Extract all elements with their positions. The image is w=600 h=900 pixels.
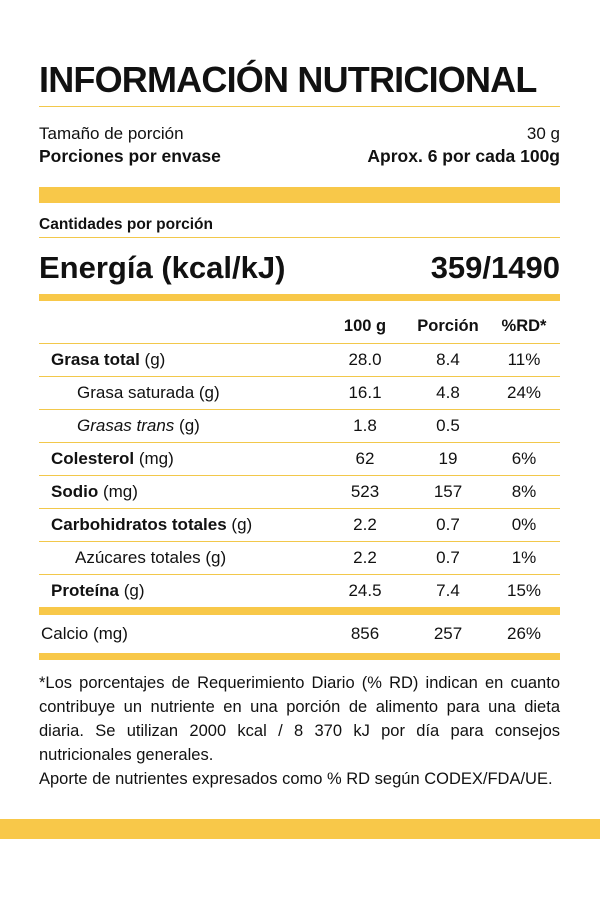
value-per-100g: 16.1 — [322, 376, 408, 410]
nutrient-table-header: 100 g Porción %RD* — [39, 310, 560, 344]
value-per-100g: 1.8 — [322, 409, 408, 443]
header-daily-value: %RD* — [501, 317, 547, 335]
header-nutrient — [39, 310, 322, 344]
nutrient-name: Colesterol (mg) — [39, 442, 322, 476]
servings-per-container-value: Aprox. 6 por cada 100g — [367, 146, 560, 166]
value-per-100g: 2.2 — [322, 508, 408, 542]
serving-size-label: Tamaño de porción — [39, 124, 184, 143]
serving-size-row: Tamaño de porción 30 g — [39, 122, 560, 145]
nutrient-name: Carbohidratos totales (g) — [39, 508, 322, 542]
nutrient-unit: (g) — [119, 581, 145, 600]
header-per-portion: Porción — [417, 317, 479, 335]
nutrient-name-italic: Grasas trans — [77, 416, 175, 435]
nutrient-name-bold: Colesterol — [51, 449, 135, 468]
nutrient-name-bold: Proteína — [51, 581, 120, 600]
section-divider-band — [39, 187, 560, 203]
serving-info: Tamaño de porción 30 g Porciones por env… — [39, 122, 560, 168]
nutrient-name: Grasas trans (g) — [39, 409, 322, 443]
value-per-100g: 523 — [322, 475, 408, 509]
value-daily: 15% — [488, 574, 560, 607]
value-daily: 8% — [488, 475, 560, 509]
value-per-portion: 0.7 — [408, 541, 488, 575]
nutrient-name: Grasa total (g) — [39, 343, 322, 377]
value-per-portion: 8.4 — [408, 343, 488, 377]
serving-size-value: 30 g — [526, 124, 560, 143]
table-row-sugars: Azúcares totales (g) 2.2 0.7 1% — [39, 541, 560, 575]
footnote-source-note: Aporte de nutrientes expresados como % R… — [39, 770, 553, 788]
table-row-trans-fat: Grasas trans (g) 1.8 0.5 — [39, 409, 560, 443]
table-row-cholesterol: Colesterol (mg) 62 19 6% — [39, 442, 560, 476]
value-per-100g: 2.2 — [322, 541, 408, 575]
value-daily: 11% — [488, 343, 560, 377]
value-daily: 1% — [488, 541, 560, 575]
nutrient-unit: (mg) — [134, 449, 174, 468]
table-row-fat-total: Grasa total (g) 28.0 8.4 11% — [39, 343, 560, 377]
servings-per-container-label: Porciones por envase — [39, 146, 221, 166]
table-row-sodium: Sodio (mg) 523 157 8% — [39, 475, 560, 509]
header-per-100g: 100 g — [343, 317, 387, 335]
footnote-daily-value-note: *Los porcentajes de Requerimiento Diario… — [39, 674, 560, 764]
nutrition-facts-panel: INFORMACIÓN NUTRICIONAL Tamaño de porció… — [39, 58, 560, 791]
energy-label: Energía (kcal/kJ) — [39, 250, 286, 285]
value-per-100g: 24.5 — [322, 574, 408, 607]
value-per-100g: 856 — [350, 624, 380, 643]
nutrient-name: Azúcares totales (g) — [39, 541, 322, 575]
value-per-portion: 0.7 — [408, 508, 488, 542]
value-per-portion: 157 — [408, 475, 488, 509]
value-daily: 24% — [488, 376, 560, 410]
amounts-per-serving-label: Cantidades por porción — [39, 216, 213, 233]
nutrient-name: Grasa saturada (g) — [39, 376, 322, 410]
bottom-accent-band — [0, 819, 600, 839]
energy-value: 359/1490 — [430, 250, 560, 285]
nutrient-unit: (g) — [226, 515, 253, 534]
mineral-table: Calcio (mg) 856 257 26% — [39, 615, 560, 653]
title-divider — [39, 106, 560, 107]
nutrient-name: Calcio (mg) — [41, 624, 128, 643]
value-daily: 26% — [506, 624, 542, 643]
value-daily: 6% — [488, 442, 560, 476]
amounts-divider — [39, 237, 560, 238]
nutrient-name: Sodio (mg) — [39, 475, 322, 509]
energy-divider-band — [39, 294, 560, 301]
nutrient-unit: (g) — [174, 416, 200, 435]
value-daily: 0% — [488, 508, 560, 542]
calcium-divider-band — [39, 653, 560, 660]
protein-divider-band — [39, 607, 560, 615]
nutrient-name: Proteína (g) — [39, 574, 322, 607]
value-per-portion: 257 — [433, 624, 463, 643]
nutrient-unit: (mg) — [98, 482, 138, 501]
nutrient-unit: (g) — [139, 350, 166, 369]
footnote: *Los porcentajes de Requerimiento Diario… — [39, 671, 560, 791]
value-per-100g: 62 — [322, 442, 408, 476]
nutrient-name-bold: Grasa total — [51, 350, 140, 369]
table-row-saturated-fat: Grasa saturada (g) 16.1 4.8 24% — [39, 376, 560, 410]
energy-row: Energía (kcal/kJ) 359/1490 — [39, 244, 560, 292]
value-per-100g: 28.0 — [322, 343, 408, 377]
nutrient-table: 100 g Porción %RD* Grasa total (g) 28.0 … — [39, 310, 560, 607]
value-per-portion: 0.5 — [408, 409, 488, 443]
value-per-portion: 7.4 — [408, 574, 488, 607]
value-per-portion: 19 — [408, 442, 488, 476]
table-row-carbohydrates: Carbohidratos totales (g) 2.2 0.7 0% — [39, 508, 560, 542]
table-row-protein: Proteína (g) 24.5 7.4 15% — [39, 574, 560, 607]
panel-title: INFORMACIÓN NUTRICIONAL — [39, 59, 537, 100]
table-row-calcium: Calcio (mg) 856 257 26% — [39, 615, 560, 653]
value-daily — [488, 409, 560, 443]
nutrient-name-bold: Carbohidratos totales — [51, 515, 227, 534]
nutrient-name-bold: Sodio — [51, 482, 99, 501]
servings-per-container-row: Porciones por envase Aprox. 6 por cada 1… — [39, 145, 560, 168]
value-per-portion: 4.8 — [408, 376, 488, 410]
